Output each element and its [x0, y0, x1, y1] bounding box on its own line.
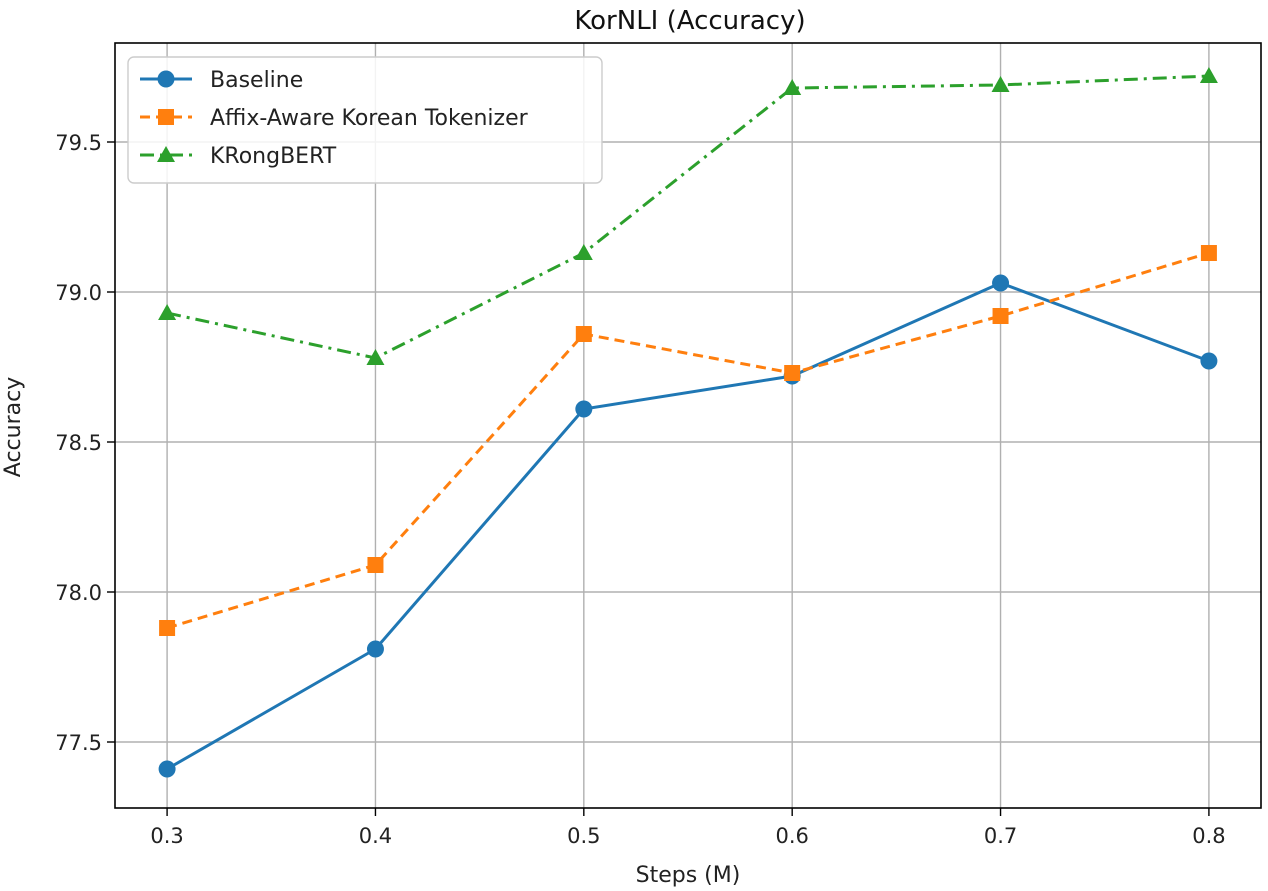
data-point — [1200, 245, 1217, 261]
data-point — [1200, 352, 1218, 370]
data-point — [575, 326, 592, 342]
series-line — [166, 74, 1209, 360]
y-tick-label: 78.5 — [55, 431, 102, 455]
data-point — [159, 620, 176, 636]
y-tick-label: 79.0 — [55, 281, 102, 305]
legend-box — [127, 56, 603, 184]
data-point — [992, 308, 1009, 324]
x-axis: 0.3 0.4 0.5 0.6 0.7 0.8 — [150, 808, 1226, 848]
legend-entry: Baseline — [140, 68, 303, 93]
data-point — [367, 557, 384, 573]
x-axis-label: Steps (M) — [636, 863, 741, 888]
data-point — [158, 760, 176, 778]
legend-marker — [157, 70, 175, 88]
legend-entry: KRongBERT — [140, 144, 337, 169]
series-layer — [158, 67, 1218, 778]
legend-marker — [158, 109, 174, 125]
data-point — [366, 349, 385, 365]
series-line — [166, 281, 1210, 771]
data-point — [784, 365, 801, 381]
legend-entry: Affix-Aware Korean Tokenizer — [140, 106, 529, 131]
data-point — [574, 244, 593, 260]
plot-frame — [114, 42, 1262, 809]
series-krongbert — [158, 67, 1218, 365]
chart-title: KorNLI (Accuracy) — [574, 6, 805, 36]
y-axis-label: Accuracy — [1, 377, 26, 477]
x-tick-label: 0.4 — [359, 824, 392, 848]
x-tick-label: 0.6 — [775, 824, 808, 848]
y-tick-label: 77.5 — [55, 731, 102, 755]
series-affix-aware-korean-tokenizer — [159, 245, 1217, 636]
legend: Baseline Affix-Aware Korean Tokenizer KRon… — [127, 56, 603, 184]
x-tick-label: 0.5 — [567, 824, 600, 848]
x-tick-label: 0.3 — [150, 824, 183, 848]
legend-marker — [157, 146, 175, 162]
x-tick-label: 0.8 — [1192, 824, 1225, 848]
legend-label: KRongBERT — [210, 144, 337, 169]
y-axis: 77.5 78.0 78.5 79.0 79.5 — [55, 131, 115, 755]
x-tick-label: 0.7 — [984, 824, 1017, 848]
y-tick-label: 78.0 — [55, 581, 102, 605]
data-point — [366, 640, 384, 658]
data-point — [158, 304, 177, 320]
legend-label: Baseline — [210, 68, 303, 93]
series-baseline — [158, 274, 1218, 778]
legend-label: Affix-Aware Korean Tokenizer — [210, 106, 529, 131]
data-point — [575, 400, 593, 418]
data-point — [991, 76, 1010, 92]
data-point — [992, 274, 1010, 292]
series-line — [166, 251, 1210, 630]
data-point — [1199, 67, 1218, 83]
y-tick-label: 79.5 — [55, 131, 102, 155]
data-point — [783, 79, 802, 95]
